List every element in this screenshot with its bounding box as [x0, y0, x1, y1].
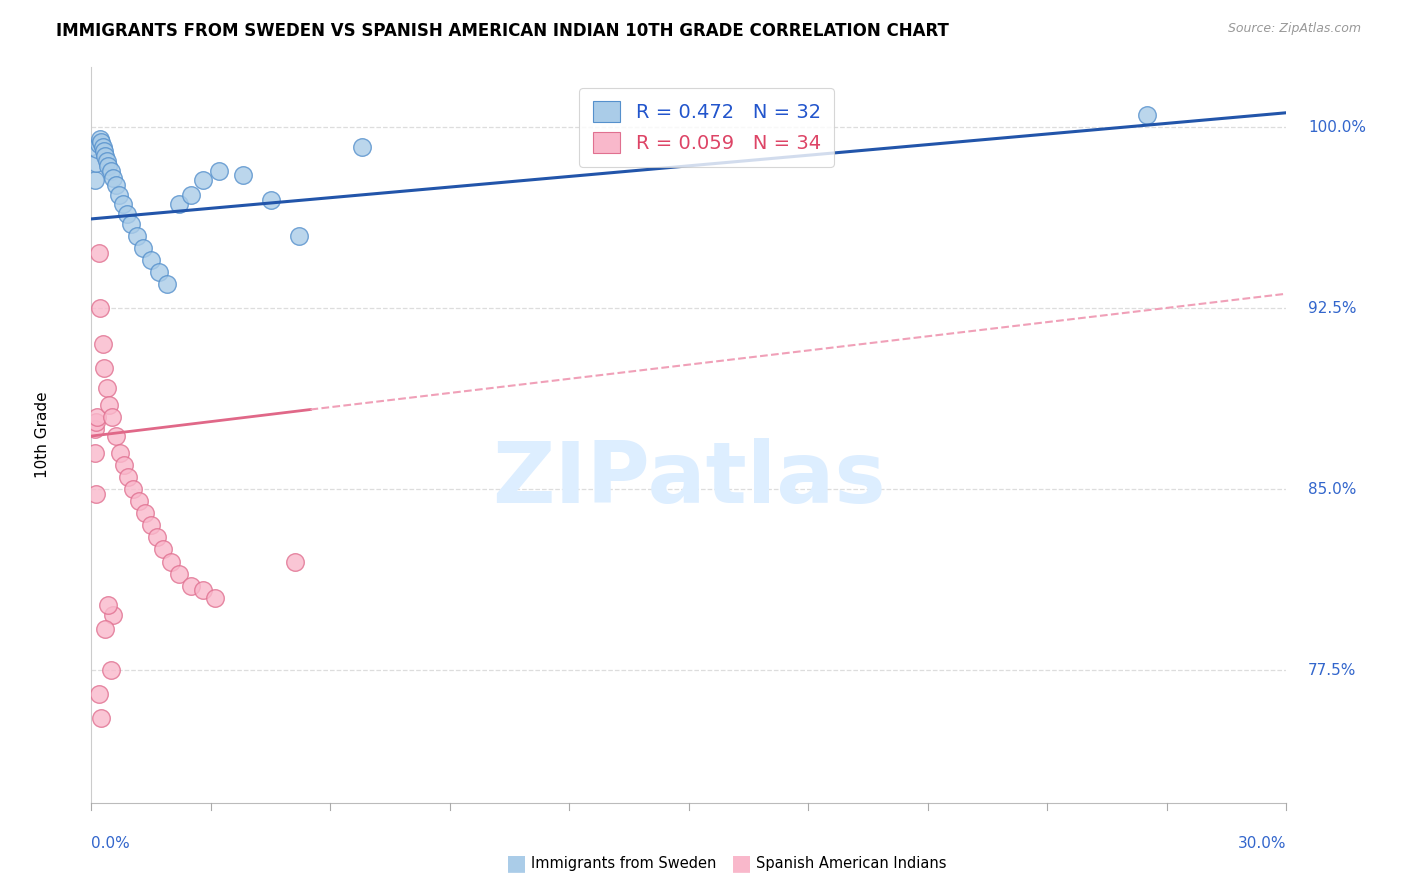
Point: [1136, 108, 1159, 122]
Point: [141, 252, 162, 267]
Point: [232, 169, 254, 183]
Point: [108, 187, 131, 202]
Point: [105, 429, 128, 443]
Point: [101, 409, 124, 424]
Point: [86, 409, 108, 424]
Point: [105, 178, 128, 193]
Point: [204, 591, 226, 605]
Point: [152, 542, 174, 557]
Point: [89, 301, 111, 315]
Point: [146, 530, 169, 544]
Point: [91, 139, 114, 153]
Text: 30.0%: 30.0%: [1239, 836, 1286, 851]
Point: [191, 583, 214, 598]
Point: [208, 163, 231, 178]
Point: [96, 153, 118, 168]
Text: IMMIGRANTS FROM SWEDEN VS SPANISH AMERICAN INDIAN 10TH GRADE CORRELATION CHART: IMMIGRANTS FROM SWEDEN VS SPANISH AMERIC…: [56, 22, 949, 40]
Point: [84, 156, 107, 170]
Point: [83, 173, 105, 187]
Point: [352, 139, 374, 153]
Point: [98, 398, 121, 412]
Point: [148, 265, 170, 279]
Text: Source: ZipAtlas.com: Source: ZipAtlas.com: [1227, 22, 1361, 36]
Point: [283, 555, 307, 569]
Point: [132, 241, 155, 255]
Point: [90, 711, 112, 725]
Point: [128, 494, 150, 508]
Text: ZIPatlas: ZIPatlas: [492, 437, 886, 521]
Legend: R = 0.472   N = 32, R = 0.059   N = 34: R = 0.472 N = 32, R = 0.059 N = 34: [579, 87, 834, 167]
Point: [100, 663, 122, 677]
Text: 77.5%: 77.5%: [1308, 663, 1357, 678]
Point: [86, 142, 108, 156]
Point: [180, 579, 202, 593]
Point: [93, 361, 115, 376]
Point: [120, 217, 142, 231]
Point: [127, 228, 149, 243]
Point: [89, 132, 111, 146]
Point: [112, 197, 135, 211]
Point: [94, 149, 117, 163]
Text: Spanish American Indians: Spanish American Indians: [756, 856, 946, 871]
Point: [87, 245, 110, 260]
Point: [180, 187, 202, 202]
Point: [94, 622, 117, 636]
Point: [141, 518, 162, 533]
Point: [287, 228, 309, 243]
Text: 92.5%: 92.5%: [1308, 301, 1357, 316]
Point: [93, 145, 115, 159]
Text: ■: ■: [506, 854, 527, 873]
Point: [115, 207, 138, 221]
Point: [100, 163, 122, 178]
Point: [87, 687, 110, 701]
Point: [103, 607, 125, 622]
Point: [83, 446, 105, 460]
Point: [160, 555, 183, 569]
Point: [167, 197, 190, 211]
Point: [134, 506, 156, 520]
Point: [117, 470, 139, 484]
Point: [167, 566, 190, 581]
Point: [83, 422, 105, 436]
Text: ■: ■: [731, 854, 752, 873]
Text: 0.0%: 0.0%: [91, 836, 131, 851]
Point: [112, 458, 135, 472]
Point: [84, 487, 107, 501]
Point: [97, 598, 120, 612]
Point: [191, 173, 214, 187]
Point: [97, 159, 120, 173]
Point: [90, 135, 112, 149]
Point: [96, 381, 118, 395]
Point: [84, 415, 107, 429]
Text: 85.0%: 85.0%: [1308, 482, 1357, 497]
Point: [259, 193, 281, 207]
Point: [108, 446, 131, 460]
Point: [91, 337, 114, 351]
Point: [156, 277, 179, 291]
Point: [103, 170, 125, 185]
Text: Immigrants from Sweden: Immigrants from Sweden: [531, 856, 717, 871]
Text: 100.0%: 100.0%: [1308, 120, 1367, 135]
Point: [87, 137, 110, 152]
Point: [122, 482, 145, 496]
Text: 10th Grade: 10th Grade: [35, 392, 49, 478]
